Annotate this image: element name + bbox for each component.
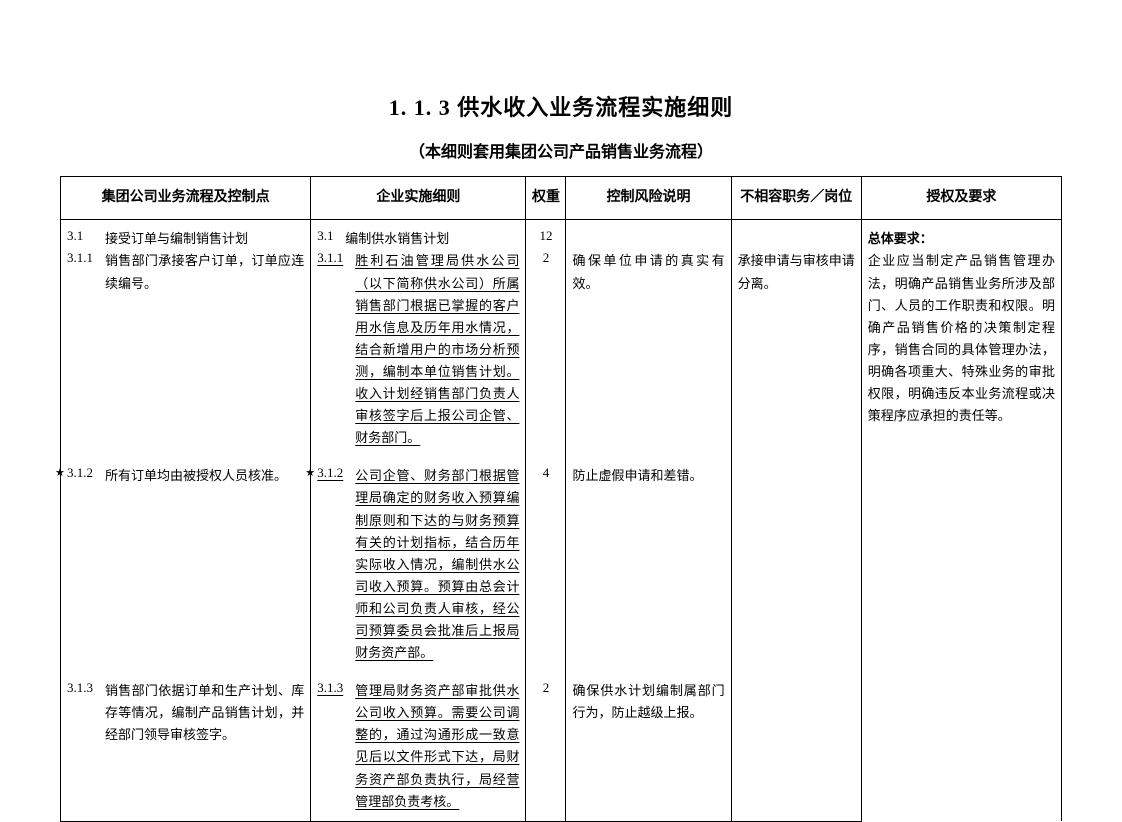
row-impl-txt: 胜利石油管理局供水公司（以下简称供水公司）所属销售部门根据已掌握的客户用水信息及… [355, 250, 519, 449]
section-process-txt: 接受订单与编制销售计划 [105, 228, 304, 250]
cell-process: 3.1.1销售部门承接客户订单，订单应连续编号。 [61, 250, 311, 457]
rules-table: 集团公司业务流程及控制点 企业实施细则 权重 控制风险说明 不相容职务／岗位 授… [60, 176, 1062, 822]
cell-weight: 12 [526, 220, 566, 251]
row-process-txt: 所有订单均由被授权人员核准。 [105, 465, 304, 487]
th-post: 不相容职务／岗位 [731, 177, 861, 220]
row-process-txt: 销售部门承接客户订单，订单应连续编号。 [105, 250, 304, 294]
star-icon: ★ [305, 466, 315, 479]
row-post-txt: 承接申请与审核申请分离。 [738, 250, 855, 294]
cell-impl: 3.1.1胜利石油管理局供水公司（以下简称供水公司）所属销售部门根据已掌握的客户… [311, 250, 526, 457]
th-impl: 企业实施细则 [311, 177, 526, 220]
cell-post [731, 457, 861, 672]
cell-risk: 确保供水计划编制属部门行为，防止越级上报。 [566, 672, 731, 821]
row-risk-txt: 确保单位申请的真实有效。 [572, 250, 724, 294]
section-impl-num: 3.1 [317, 228, 345, 250]
th-risk: 控制风险说明 [566, 177, 731, 220]
cell-auth: 总体要求：企业应当制定产品销售管理办法，明确产品销售业务所涉及部门、人员的工作职… [861, 220, 1061, 821]
cell-post [731, 672, 861, 821]
cell-post [731, 220, 861, 251]
cell-impl: ★3.1.2公司企管、财务部门根据管理局确定的财务收入预算编制原则和下达的与财务… [311, 457, 526, 672]
th-weight: 权重 [526, 177, 566, 220]
row-risk-txt: 确保供水计划编制属部门行为，防止越级上报。 [572, 680, 724, 724]
cell-post: 承接申请与审核申请分离。 [731, 250, 861, 457]
cell-process: 3.1接受订单与编制销售计划 [61, 220, 311, 251]
th-auth: 授权及要求 [861, 177, 1061, 220]
cell-weight: 2 [526, 250, 566, 457]
row-process-num: 3.1.1 [67, 250, 105, 294]
row-impl-num: ★3.1.2 [317, 465, 355, 664]
cell-weight: 4 [526, 457, 566, 672]
cell-impl: 3.1编制供水销售计划 [311, 220, 526, 251]
row-process-num: ★3.1.2 [67, 465, 105, 487]
cell-process: ★3.1.2所有订单均由被授权人员核准。 [61, 457, 311, 672]
cell-risk: 确保单位申请的真实有效。 [566, 250, 731, 457]
row-process-txt: 销售部门依据订单和生产计划、库存等情况，编制产品销售计划，并经部门领导审核签字。 [105, 680, 304, 746]
header-row: 集团公司业务流程及控制点 企业实施细则 权重 控制风险说明 不相容职务／岗位 授… [61, 177, 1062, 220]
section-impl-txt: 编制供水销售计划 [345, 228, 519, 250]
cell-risk: 防止虚假申请和差错。 [566, 457, 731, 672]
doc-title: 1. 1. 3 供水收入业务流程实施细则 [60, 90, 1062, 122]
doc-subtitle: （本细则套用集团公司产品销售业务流程） [60, 138, 1062, 162]
row-risk-txt: 防止虚假申请和差错。 [572, 465, 724, 487]
cell-risk [566, 220, 731, 251]
star-icon: ★ [55, 466, 65, 479]
cell-weight: 2 [526, 672, 566, 821]
cell-process: 3.1.3销售部门依据订单和生产计划、库存等情况，编制产品销售计划，并经部门领导… [61, 672, 311, 821]
row-process-num: 3.1.3 [67, 680, 105, 746]
th-process: 集团公司业务流程及控制点 [61, 177, 311, 220]
row-impl-num: 3.1.1 [317, 250, 355, 449]
row-impl-txt: 公司企管、财务部门根据管理局确定的财务收入预算编制原则和下达的与财务预算有关的计… [355, 465, 519, 664]
auth-body: 企业应当制定产品销售管理办法，明确产品销售业务所涉及部门、人员的工作职责和权限。… [868, 250, 1055, 427]
cell-impl: 3.1.3管理局财务资产部审批供水公司收入预算。需要公司调整的，通过沟通形成一致… [311, 672, 526, 821]
section-process-num: 3.1 [67, 228, 105, 250]
section-row: 3.1接受订单与编制销售计划3.1编制供水销售计划12总体要求：企业应当制定产品… [61, 220, 1062, 251]
auth-head: 总体要求： [868, 228, 1055, 250]
